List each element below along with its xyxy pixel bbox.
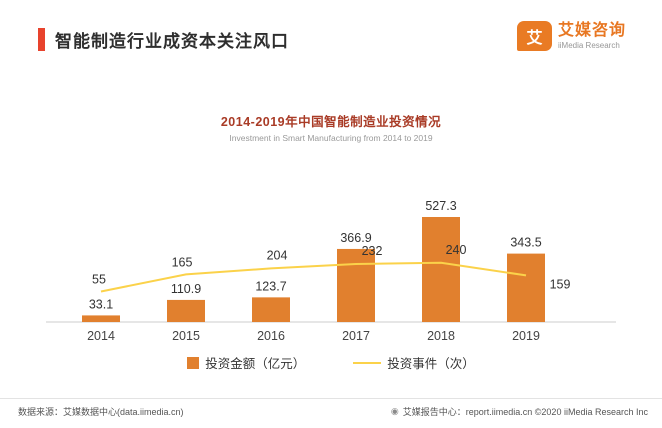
bar-value-label: 123.7 bbox=[255, 279, 286, 293]
bar-value-label: 527.3 bbox=[425, 199, 456, 213]
line-value-label: 240 bbox=[446, 243, 467, 257]
legend-item-bar: 投资金额（亿元） bbox=[187, 353, 305, 372]
line-series bbox=[100, 261, 527, 293]
chart-subtitle: Investment in Smart Manufacturing from 2… bbox=[229, 133, 433, 143]
legend-item-line: 投资事件（次） bbox=[353, 353, 475, 372]
line-value-label: 55 bbox=[92, 272, 106, 286]
bar-2016 bbox=[252, 297, 290, 322]
line-legend-swatch bbox=[353, 361, 382, 364]
line-value-label: 165 bbox=[172, 255, 193, 269]
footer-copyright: ◉ 艾媒报告中心：report.iimedia.cn ©2020 iiMedia… bbox=[391, 405, 648, 418]
bar-2017 bbox=[337, 248, 375, 322]
page-header: 智能制造行业成资本关注风口 bbox=[38, 27, 289, 52]
line-value-label: 204 bbox=[267, 248, 288, 262]
bar-2015 bbox=[167, 299, 205, 322]
x-axis-label: 2018 bbox=[427, 329, 455, 343]
accent-bar bbox=[38, 28, 45, 51]
data-source: 数据来源：艾媒数据中心(data.iimedia.cn) bbox=[18, 407, 184, 417]
bar-value-label: 110.9 bbox=[171, 282, 201, 296]
chart-canvas: 33.1 2014 110.9 2015 123.7 2016 366.9 2017 527.3… bbox=[46, 199, 616, 343]
bar-value-label: 33.1 bbox=[89, 297, 113, 311]
brand-logo-icon: 艾 bbox=[516, 21, 552, 51]
copyright-text: 艾媒报告中心：report.iimedia.cn ©2020 iiMedia R… bbox=[402, 407, 648, 417]
bar-value-label: 343.5 bbox=[510, 236, 541, 250]
bar-legend-label: 投资金额（亿元） bbox=[205, 357, 306, 371]
x-axis-label: 2019 bbox=[512, 329, 540, 343]
x-axis-label: 2017 bbox=[342, 329, 370, 343]
x-axis-label: 2015 bbox=[172, 329, 200, 343]
x-axis-label: 2014 bbox=[87, 329, 115, 343]
brand-logo: 艾 艾媒咨询 iiMedia Research bbox=[516, 21, 626, 51]
brand-name-en: iiMedia Research bbox=[557, 40, 620, 50]
bar-2018 bbox=[422, 217, 460, 322]
footer-divider bbox=[0, 398, 662, 399]
bar-2014 bbox=[82, 315, 120, 322]
x-axis-label: 2016 bbox=[257, 329, 285, 343]
chart-legend: 投资金额（亿元） 投资事件（次） bbox=[0, 353, 662, 372]
bar-2019 bbox=[507, 253, 545, 322]
chart-title: 2014-2019年中国智能制造业投资情况 bbox=[220, 115, 442, 129]
bar-legend-swatch bbox=[187, 356, 200, 369]
line-value-label: 159 bbox=[550, 277, 571, 291]
brand-name: 艾媒咨询 bbox=[557, 22, 626, 40]
report-badge-icon: ◉ bbox=[390, 406, 399, 416]
line-value-label: 232 bbox=[362, 244, 383, 258]
bar-value-label: 366.9 bbox=[340, 231, 371, 245]
line-legend-label: 投资事件（次） bbox=[387, 357, 475, 371]
brand-logo-text: 艾媒咨询 iiMedia Research bbox=[558, 22, 626, 50]
page-title: 智能制造行业成资本关注风口 bbox=[55, 32, 289, 51]
